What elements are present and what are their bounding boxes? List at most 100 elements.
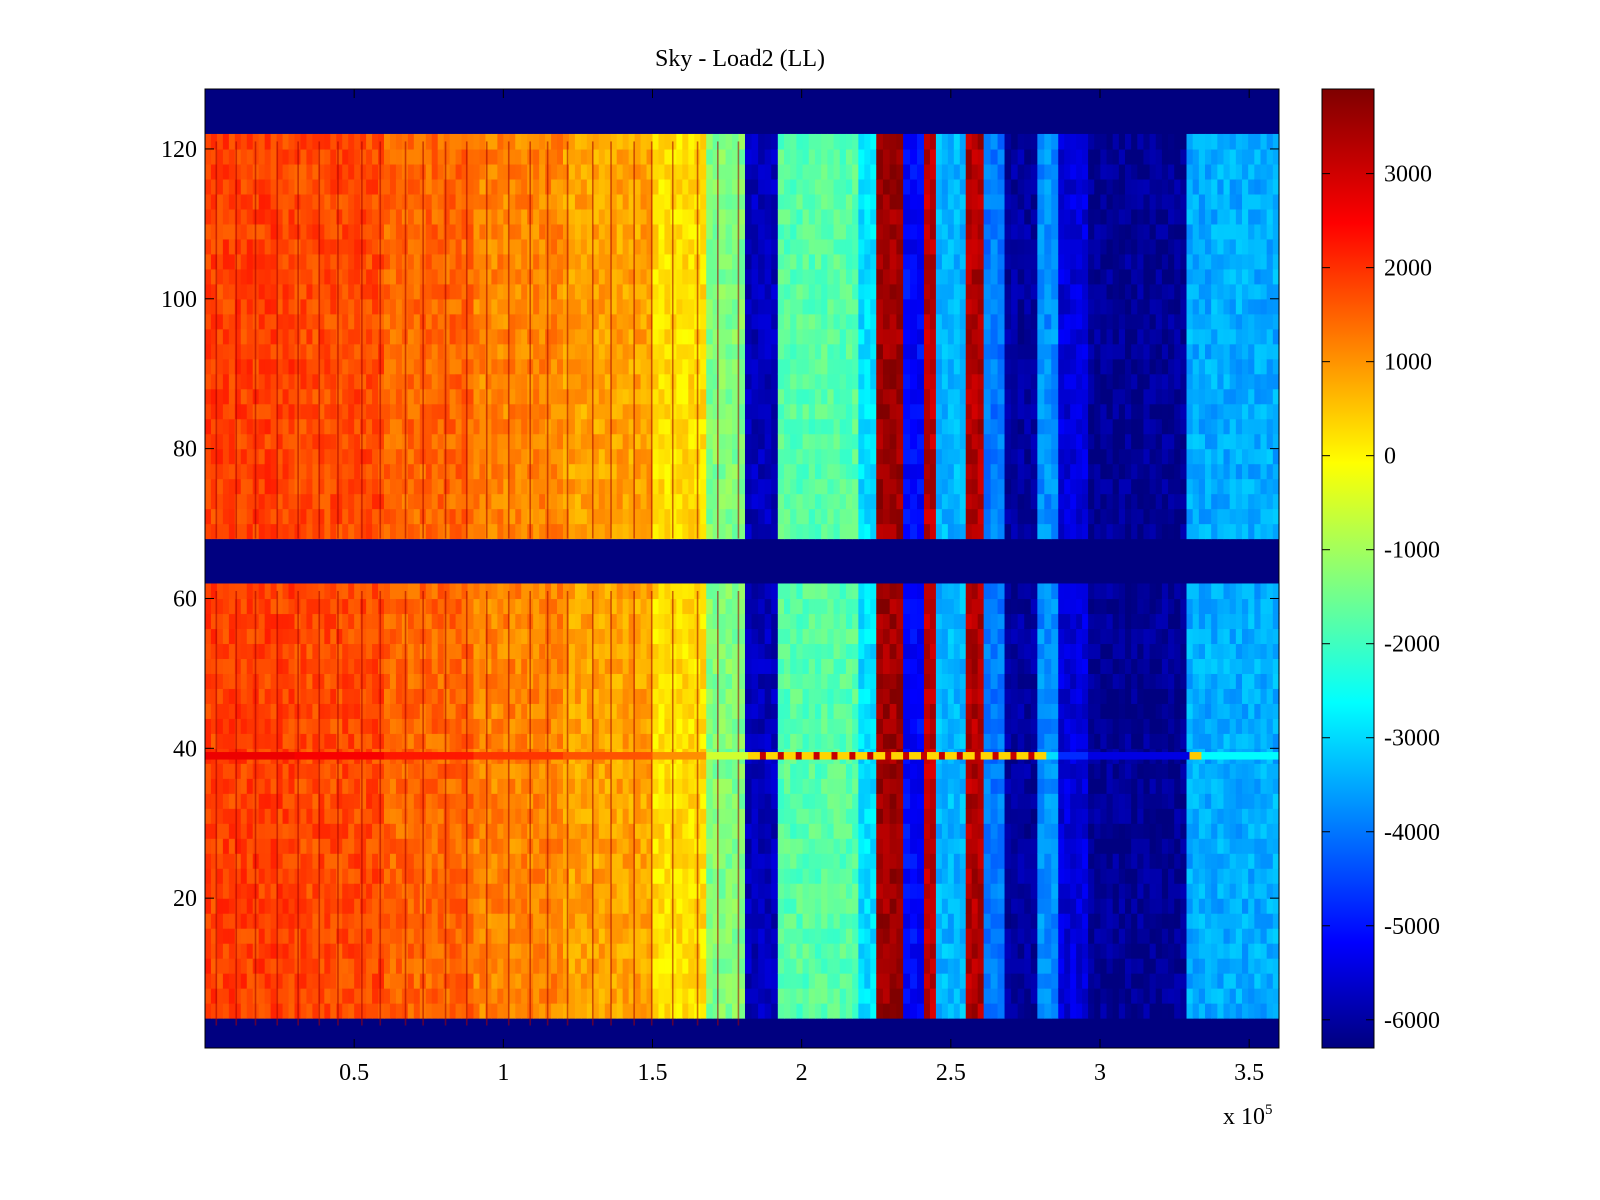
- heatmap-cell: [324, 733, 331, 749]
- heatmap-cell: [372, 313, 379, 330]
- heatmap-cell: [604, 328, 612, 345]
- heatmap-cell: [384, 343, 391, 360]
- heatmap-cell: [258, 928, 266, 944]
- heatmap-cell: [270, 688, 278, 704]
- heatmap-cell: [216, 598, 224, 615]
- heatmap-cell: [664, 358, 671, 375]
- heatmap-cell: [467, 898, 475, 914]
- heatmap-cell: [205, 673, 212, 689]
- heatmap-cell: [646, 703, 654, 719]
- heatmap-cell: [282, 343, 290, 360]
- heatmap-cell: [288, 148, 296, 165]
- heatmap-cell: [461, 838, 469, 854]
- heatmap-cell: [413, 658, 421, 674]
- heatmap-cell: [389, 583, 397, 600]
- heatmap-cell: [646, 898, 654, 914]
- heatmap-cell: [240, 493, 248, 510]
- heatmap-cell: [598, 673, 606, 689]
- heatmap-cell: [610, 523, 618, 540]
- heatmap-cell: [228, 928, 236, 944]
- heatmap-cell: [688, 943, 695, 959]
- heatmap-cell: [246, 643, 254, 659]
- heatmap-cell: [515, 853, 522, 869]
- heatmap-cell: [646, 508, 654, 525]
- heatmap-cell: [389, 763, 397, 779]
- heatmap-cell: [706, 898, 714, 914]
- heatmap-cell: [676, 403, 683, 420]
- heatmap-cell: [324, 418, 331, 435]
- heatmap-cell: [216, 418, 224, 435]
- heatmap-cell: [515, 703, 522, 719]
- heatmap-cell: [700, 943, 707, 959]
- heatmap-cell: [664, 778, 671, 794]
- heatmap-cell: [210, 988, 218, 1004]
- heatmap-cell: [568, 763, 576, 779]
- heatmap-cell: [485, 928, 492, 944]
- heatmap-cell: [276, 718, 284, 734]
- heatmap-cell: [670, 808, 677, 824]
- heatmap-cell: [725, 283, 733, 300]
- heatmap-cell: [360, 223, 367, 240]
- heatmap-cell: [413, 898, 421, 914]
- heatmap-cell: [509, 688, 516, 704]
- heatmap-cell: [407, 583, 415, 600]
- heatmap-cell: [557, 958, 564, 974]
- heatmap-cell: [246, 973, 254, 989]
- heatmap-cell: [378, 628, 385, 645]
- heatmap-cell: [509, 508, 516, 525]
- heatmap-cell: [395, 673, 403, 689]
- heatmap-cell: [557, 433, 564, 450]
- heatmap-cell: [372, 928, 379, 944]
- heatmap-cell: [210, 313, 218, 330]
- heatmap-cell: [407, 613, 415, 630]
- heatmap-cell: [288, 133, 296, 150]
- heatmap-cell: [622, 493, 630, 510]
- heatmap-cell: [551, 193, 558, 210]
- heatmap-cell: [539, 718, 546, 734]
- heatmap-cell: [557, 358, 564, 375]
- heatmap-cell: [413, 403, 421, 420]
- heatmap-cell: [407, 448, 415, 465]
- heatmap-cell: [216, 703, 224, 719]
- heatmap-cell: [521, 598, 528, 615]
- heatmap-cell: [592, 283, 600, 300]
- heatmap-cell: [473, 853, 481, 869]
- heatmap-cell: [598, 163, 606, 180]
- heatmap-cell: [258, 688, 266, 704]
- heatmap-cell: [210, 133, 218, 150]
- heatmap-cell: [366, 928, 373, 944]
- heatmap-cell: [557, 658, 564, 674]
- heatmap-cell: [395, 418, 403, 435]
- heatmap-cell: [246, 808, 254, 824]
- heatmap-cell: [610, 148, 618, 165]
- heatmap-cell: [372, 508, 379, 525]
- heatmap-cell: [738, 973, 746, 989]
- heatmap-cell: [389, 163, 397, 180]
- heatmap-cell: [210, 928, 218, 944]
- heatmap-cell: [521, 208, 528, 225]
- heatmap-cell: [384, 1003, 391, 1019]
- heatmap-cell: [604, 523, 612, 540]
- heatmap-cell: [234, 688, 242, 704]
- heatmap-cell: [348, 853, 355, 869]
- heatmap-cell: [324, 208, 331, 225]
- heatmap-cell: [676, 433, 683, 450]
- heatmap-cell: [467, 988, 475, 1004]
- heatmap-cell: [378, 508, 385, 525]
- heatmap-cell: [586, 193, 594, 210]
- heatmap-cell: [682, 208, 689, 225]
- heatmap-cell: [700, 838, 707, 854]
- heatmap-cell: [282, 418, 290, 435]
- heatmap-cell: [640, 808, 648, 824]
- heatmap-cell: [425, 418, 433, 435]
- heatmap-cell: [551, 793, 558, 809]
- heatmap-cell: [664, 763, 671, 779]
- heatmap-cell: [366, 493, 373, 510]
- heatmap-cell: [336, 373, 343, 390]
- heatmap-cell: [664, 853, 671, 869]
- heatmap-cell: [491, 763, 498, 779]
- heatmap-cell: [407, 658, 415, 674]
- heatmap-cell: [652, 778, 660, 794]
- heatmap-cell: [688, 478, 695, 495]
- heatmap-cell: [509, 478, 516, 495]
